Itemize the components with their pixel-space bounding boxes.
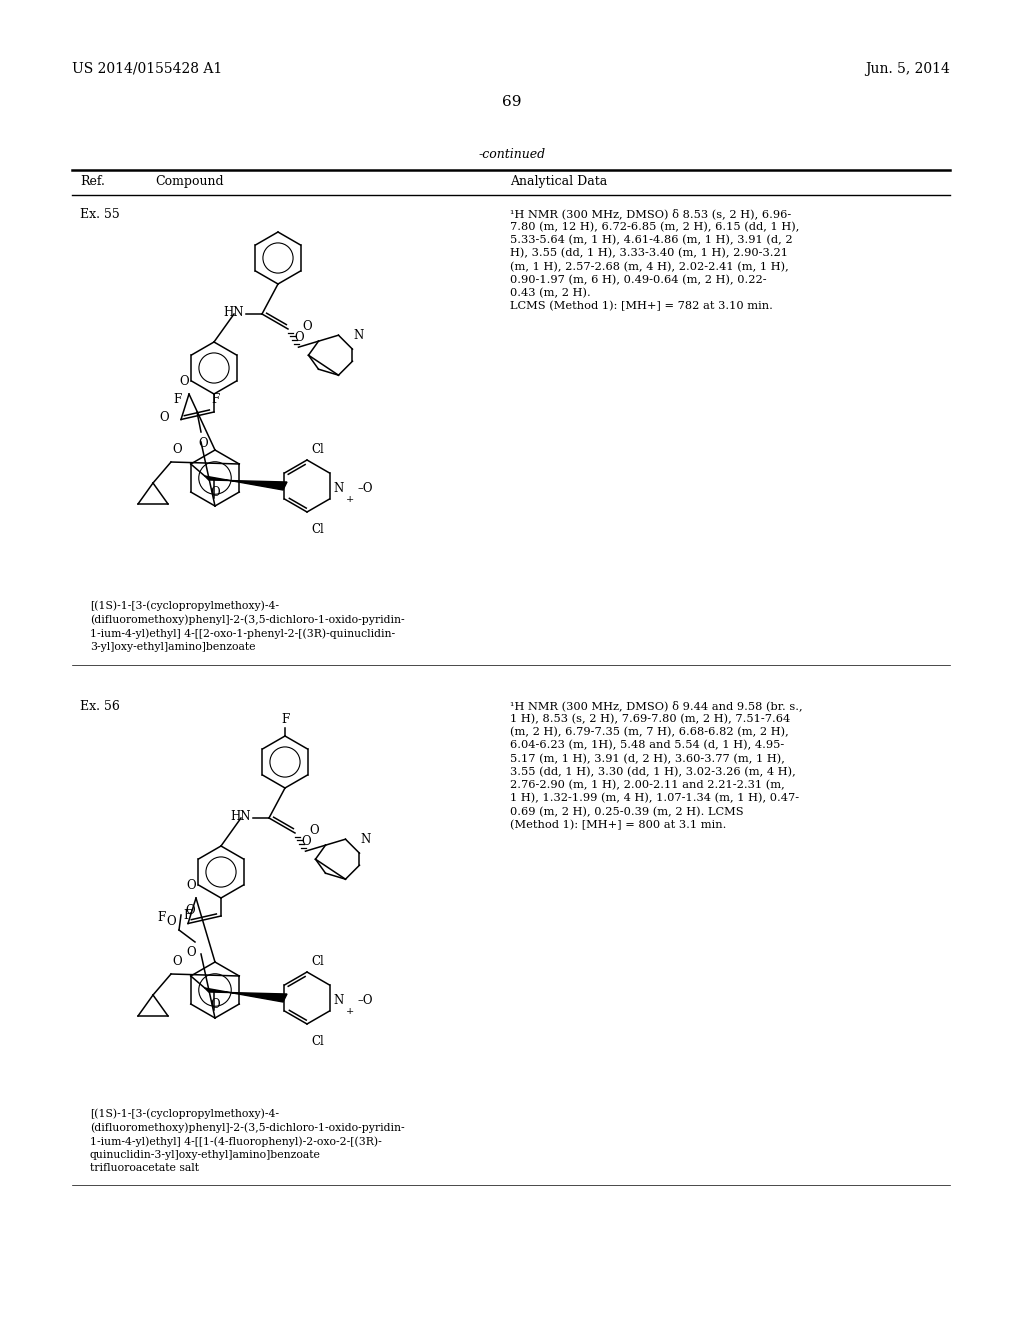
Text: Compound: Compound bbox=[155, 176, 223, 187]
Text: O: O bbox=[166, 915, 176, 928]
Text: O: O bbox=[199, 437, 208, 450]
Text: O: O bbox=[309, 825, 318, 837]
Text: -continued: -continued bbox=[478, 148, 546, 161]
Text: F: F bbox=[183, 909, 191, 921]
Text: N: N bbox=[353, 329, 364, 342]
Text: O: O bbox=[301, 836, 310, 847]
Text: F: F bbox=[173, 393, 181, 407]
Text: O: O bbox=[186, 879, 196, 892]
Text: O: O bbox=[172, 954, 182, 968]
Text: O: O bbox=[211, 486, 220, 499]
Text: +: + bbox=[346, 495, 354, 504]
Text: Analytical Data: Analytical Data bbox=[510, 176, 607, 187]
Text: O: O bbox=[186, 946, 196, 960]
Text: +: + bbox=[346, 1007, 354, 1016]
Text: 69: 69 bbox=[502, 95, 522, 110]
Text: O: O bbox=[302, 321, 311, 334]
Text: ¹H NMR (300 MHz, DMSO) δ 9.44 and 9.58 (br. s.,
1 H), 8.53 (s, 2 H), 7.69-7.80 (: ¹H NMR (300 MHz, DMSO) δ 9.44 and 9.58 (… bbox=[510, 700, 803, 830]
Text: Cl: Cl bbox=[311, 444, 324, 455]
Text: [(1S)-1-[3-(cyclopropylmethoxy)-4-
(difluoromethoxy)phenyl]-2-(3,5-dichloro-1-ox: [(1S)-1-[3-(cyclopropylmethoxy)-4- (difl… bbox=[90, 601, 404, 652]
Text: Cl: Cl bbox=[311, 523, 324, 536]
Text: US 2014/0155428 A1: US 2014/0155428 A1 bbox=[72, 62, 222, 77]
Text: Ex. 55: Ex. 55 bbox=[80, 209, 120, 220]
Text: O: O bbox=[185, 904, 195, 917]
Text: O: O bbox=[179, 375, 188, 388]
Text: HN: HN bbox=[223, 305, 244, 318]
Polygon shape bbox=[205, 987, 287, 1002]
Text: Ex. 56: Ex. 56 bbox=[80, 700, 120, 713]
Text: Cl: Cl bbox=[311, 1035, 324, 1048]
Text: O: O bbox=[211, 998, 220, 1011]
Text: F: F bbox=[281, 713, 289, 726]
Text: Cl: Cl bbox=[311, 954, 324, 968]
Text: Ref.: Ref. bbox=[80, 176, 104, 187]
Text: N: N bbox=[360, 833, 371, 846]
Text: –O: –O bbox=[357, 994, 373, 1007]
Text: N: N bbox=[334, 483, 344, 495]
Text: F: F bbox=[211, 393, 219, 407]
Text: N: N bbox=[334, 994, 344, 1007]
Text: [(1S)-1-[3-(cyclopropylmethoxy)-4-
(difluoromethoxy)phenyl]-2-(3,5-dichloro-1-ox: [(1S)-1-[3-(cyclopropylmethoxy)-4- (difl… bbox=[90, 1107, 404, 1173]
Text: ¹H NMR (300 MHz, DMSO) δ 8.53 (s, 2 H), 6.96-
7.80 (m, 12 H), 6.72-6.85 (m, 2 H): ¹H NMR (300 MHz, DMSO) δ 8.53 (s, 2 H), … bbox=[510, 209, 800, 312]
Text: –O: –O bbox=[357, 483, 373, 495]
Text: O: O bbox=[160, 411, 169, 424]
Text: O: O bbox=[294, 331, 303, 345]
Text: O: O bbox=[172, 444, 182, 455]
Polygon shape bbox=[205, 477, 287, 490]
Text: Jun. 5, 2014: Jun. 5, 2014 bbox=[865, 62, 950, 77]
Text: F: F bbox=[157, 911, 165, 924]
Text: HN: HN bbox=[230, 809, 251, 822]
